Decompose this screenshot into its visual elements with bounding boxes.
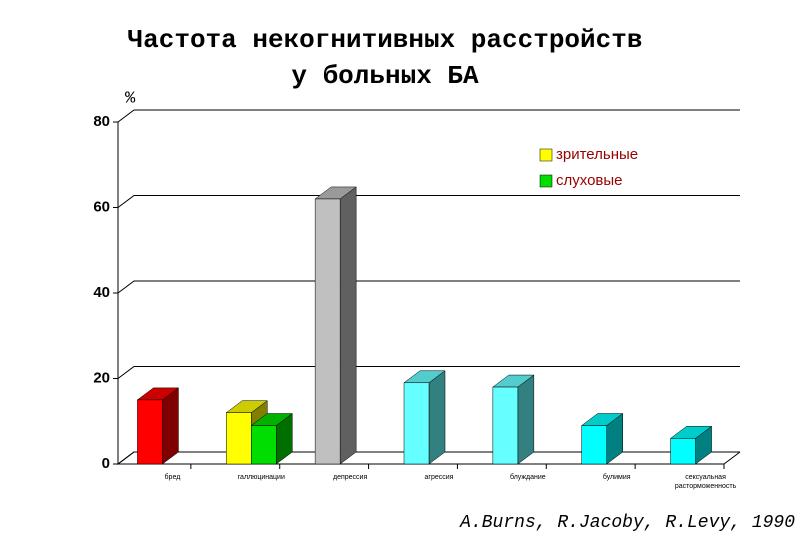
bar (670, 438, 696, 465)
chart-title: Частота некогнитивных расстройств (128, 25, 643, 55)
y-unit: % (125, 89, 136, 108)
x-tick-label: булимия (602, 474, 631, 481)
bar (403, 382, 430, 465)
y-tick-label: 40 (93, 284, 110, 301)
grid-line (117, 109, 740, 123)
x-tick-label: депрессия (333, 474, 368, 481)
axis (117, 122, 135, 465)
bar (581, 425, 607, 465)
y-tick-label: 20 (93, 369, 110, 386)
bar-side (162, 387, 179, 465)
legend-label: слуховые (556, 172, 623, 189)
y-tick-label: 60 (93, 198, 110, 215)
y-tick-label: 0 (102, 455, 110, 472)
x-tick-label: галлюцинации (237, 474, 285, 481)
bar (226, 412, 252, 465)
bar (492, 386, 519, 465)
bar (251, 425, 277, 465)
legend-swatch (539, 148, 553, 162)
legend-swatch (539, 174, 553, 188)
bar-side (428, 370, 446, 465)
chart-title: у больных БА (291, 61, 479, 91)
bar-side (339, 186, 357, 465)
y-tick-label: 80 (93, 113, 110, 130)
grid-line (117, 280, 740, 294)
bar (137, 399, 163, 465)
x-tick-label: блуждание (510, 474, 546, 481)
x-tick-label: сексуальная расторможенность (674, 474, 737, 490)
legend-label: зрительные (556, 146, 638, 163)
grid-line (117, 451, 740, 465)
bar (314, 198, 341, 465)
grid-line (117, 195, 740, 208)
grid-line (117, 366, 740, 379)
source: A.Burns, R.Jacoby, R.Levy, 1990 (459, 513, 795, 533)
x-tick-label: бред (164, 474, 181, 481)
x-tick-label: агрессия (424, 474, 454, 481)
bar-side (517, 374, 535, 465)
